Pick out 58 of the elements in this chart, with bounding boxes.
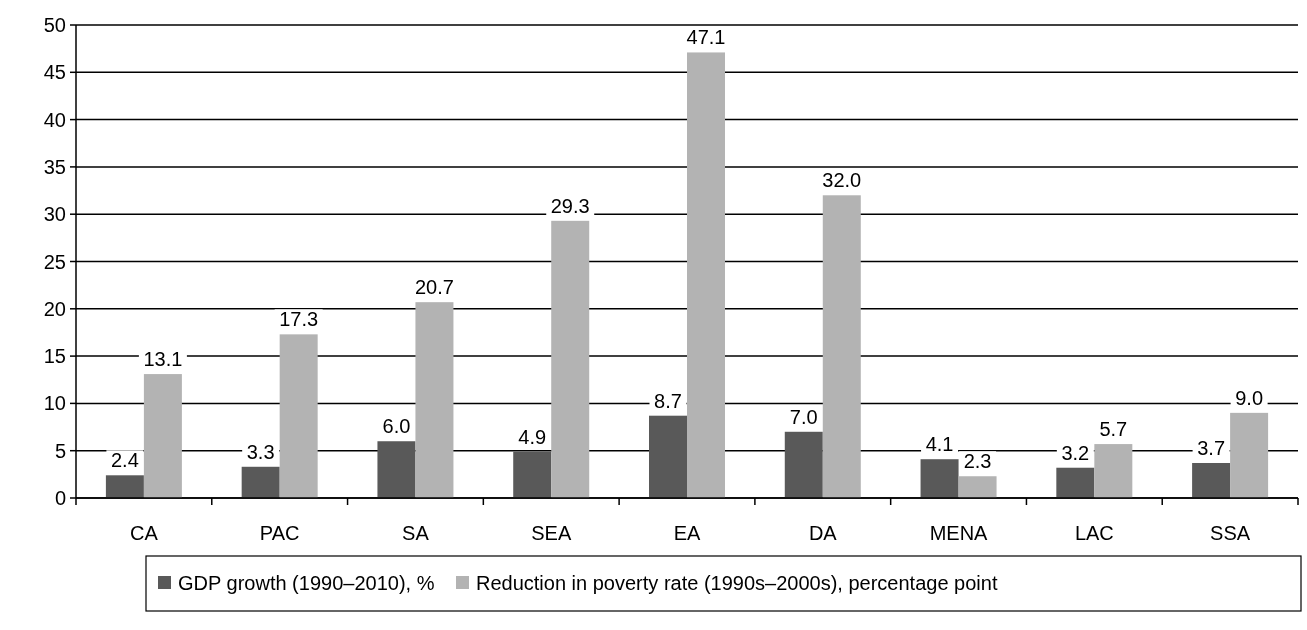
x-tick-label: LAC [1074, 522, 1114, 544]
x-tick-label: SSA [1210, 522, 1251, 544]
data-label: 32.0 [822, 169, 862, 192]
bar [279, 334, 318, 498]
data-label: 20.7 [414, 276, 454, 299]
y-tick-label: 50 [43, 14, 66, 36]
y-tick-label: 30 [43, 203, 66, 226]
data-label: 5.7 [1099, 418, 1128, 441]
x-tick-label: CA [129, 522, 159, 544]
legend-label: GDP growth (1990–2010), % [178, 572, 435, 594]
bar [687, 52, 725, 498]
x-tick-label: SEA [531, 522, 572, 544]
bar [958, 476, 997, 498]
y-tick-label: 45 [43, 61, 66, 84]
data-label: 2.3 [963, 450, 992, 473]
y-tick-label: 40 [43, 108, 66, 131]
bar [551, 220, 590, 498]
bar [143, 374, 182, 498]
bar [1094, 444, 1133, 498]
bar [822, 195, 861, 498]
y-tick-label: 5 [54, 439, 66, 462]
data-label: 4.1 [925, 433, 954, 456]
bar [1056, 467, 1095, 498]
data-label: 47.1 [686, 26, 726, 49]
y-tick-label: 10 [43, 392, 66, 415]
bar [784, 431, 823, 498]
bar [920, 459, 959, 498]
y-tick-label: 15 [43, 345, 66, 368]
y-tick-label: 20 [43, 297, 66, 320]
legend-label: Reduction in poverty rate (1990s–2000s), percentage point [476, 572, 998, 594]
bar [377, 441, 416, 498]
bar [415, 302, 454, 498]
bar [513, 451, 552, 498]
data-label: 4.9 [518, 425, 547, 448]
data-label: 3.2 [1061, 441, 1090, 464]
data-label: 2.4 [110, 449, 139, 472]
bar [1230, 412, 1269, 498]
y-tick-label: 0 [54, 487, 66, 509]
x-tick-label: MENA [929, 522, 989, 544]
y-tick-label: 35 [43, 155, 66, 178]
data-label: 29.3 [550, 194, 590, 217]
data-label: 3.7 [1197, 437, 1226, 459]
data-label: 6.0 [382, 415, 411, 438]
bar [241, 466, 280, 498]
x-tick-label: SA [402, 522, 430, 544]
data-label: 3.3 [246, 440, 275, 463]
x-tick-label: PAC [259, 522, 300, 544]
data-label: 9.0 [1235, 386, 1264, 409]
bar [1192, 463, 1231, 498]
data-label: 17.3 [279, 308, 319, 331]
bar [105, 475, 144, 498]
x-tick-label: DA [808, 522, 838, 544]
x-tick-label: EA [673, 522, 701, 544]
bar [649, 415, 687, 498]
data-label: 7.0 [789, 405, 818, 428]
data-label: 13.1 [143, 348, 183, 371]
y-tick-label: 25 [43, 250, 66, 273]
data-label: 8.7 [654, 389, 682, 412]
